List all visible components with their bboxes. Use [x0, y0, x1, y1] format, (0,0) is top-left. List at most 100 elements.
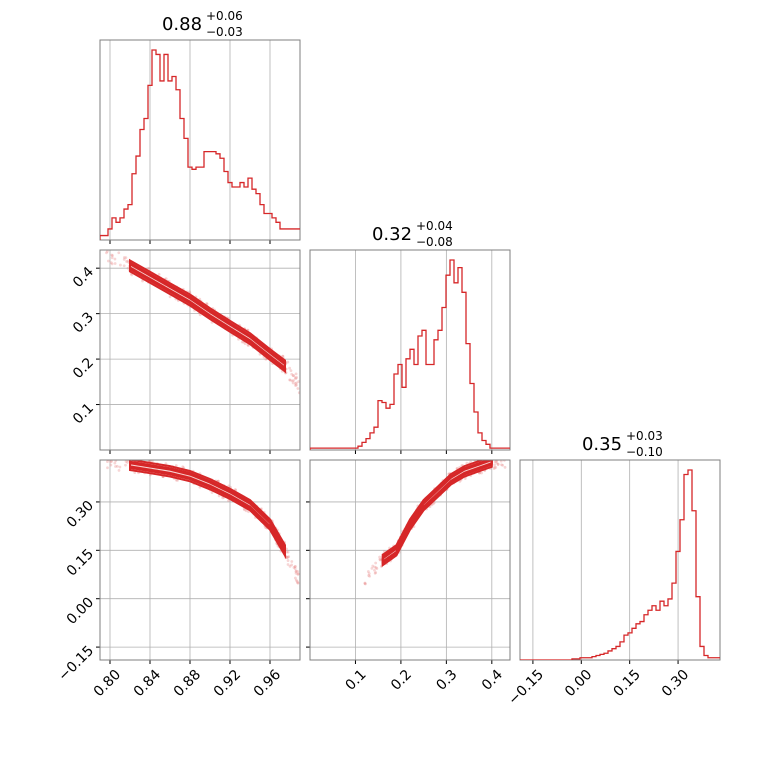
scatter-point: [181, 465, 185, 469]
scatter-point: [118, 465, 122, 469]
scatter-point: [296, 572, 300, 576]
panel-frame: [309, 459, 511, 661]
scatter-point: [368, 574, 372, 578]
scatter-point: [292, 374, 295, 377]
scatter-point: [125, 461, 129, 464]
scatter-point: [296, 570, 300, 573]
tick-label-y: 0.00: [64, 594, 97, 627]
scatter-point: [105, 251, 108, 255]
scatter-point: [133, 471, 137, 474]
scatter-point: [373, 571, 377, 575]
scatter-point: [286, 559, 290, 562]
scatter-point: [498, 456, 501, 459]
scatter-point: [115, 464, 119, 468]
scatter-point: [500, 455, 503, 458]
scatter-point: [492, 456, 495, 459]
scatter-point: [134, 457, 137, 460]
scatter-point: [296, 581, 300, 585]
scatter-point: [130, 273, 134, 277]
contour-line: [129, 460, 286, 560]
scatter-point: [106, 460, 109, 464]
scatter-point: [281, 354, 285, 358]
tick-label-y: 0.2: [70, 355, 97, 382]
tick-label-x: 0.3: [433, 667, 460, 694]
contour-line: [129, 258, 286, 374]
scatter-point: [119, 263, 122, 267]
scatter-point: [126, 259, 130, 263]
scatter-point: [227, 484, 231, 488]
panel-title-value: 0.35: [582, 434, 622, 455]
scatter-point: [290, 379, 294, 383]
panel-frame: [309, 249, 511, 451]
scatter-point: [493, 463, 497, 467]
scatter-point: [291, 374, 295, 378]
scatter-point: [110, 256, 114, 260]
scatter-point: [500, 463, 503, 467]
panel-frame: [99, 39, 301, 241]
density-panel: [105, 454, 300, 585]
scatter-point: [157, 272, 161, 276]
scatter-point: [243, 342, 247, 345]
scatter-point: [296, 572, 300, 576]
scatter-point: [295, 383, 298, 387]
scatter-point: [296, 387, 300, 390]
scatter-point: [370, 566, 374, 570]
scatter-point: [286, 360, 290, 364]
scatter-point: [297, 391, 300, 395]
scatter-point: [491, 456, 494, 459]
scatter-point: [122, 454, 125, 457]
scatter-point: [286, 555, 290, 559]
histogram-step-line: [520, 469, 720, 660]
scatter-point: [484, 456, 487, 459]
scatter-point: [221, 496, 225, 500]
scatter-point: [227, 499, 230, 502]
scatter-point: [264, 357, 268, 361]
scatter-point: [286, 550, 290, 554]
scatter-point: [495, 453, 498, 456]
scatter-point: [247, 344, 250, 347]
scatter-point: [110, 460, 114, 463]
scatter-point: [288, 378, 291, 382]
scatter-point: [106, 466, 109, 470]
tick-label-x: 0.92: [211, 667, 244, 700]
scatter-point: [479, 457, 482, 460]
tick-label-y: 0.30: [64, 498, 97, 531]
panel-title-plus: +0.03: [626, 429, 663, 443]
scatter-point: [294, 570, 298, 573]
scatter-point: [363, 582, 367, 586]
scatter-point: [174, 464, 178, 467]
scatter-point: [105, 250, 109, 253]
contour-line: [129, 262, 286, 370]
scatter-point: [110, 262, 114, 266]
scatter-point: [105, 456, 108, 459]
scatter-point: [176, 478, 179, 482]
scatter-point: [125, 260, 128, 263]
scatter-point: [496, 462, 500, 466]
scatter-point: [493, 466, 496, 469]
histogram-step-line: [310, 259, 510, 450]
scatter-point: [374, 571, 378, 574]
histogram-step-line: [100, 49, 300, 240]
density-panel: [105, 250, 300, 395]
panel-frame: [519, 459, 721, 661]
scatter-point: [141, 279, 144, 283]
scatter-point: [378, 555, 382, 559]
scatter-point: [293, 565, 297, 568]
scatter-point: [502, 453, 505, 456]
scatter-point: [126, 266, 130, 270]
scatter-point: [373, 568, 376, 572]
scatter-point: [489, 454, 492, 457]
tick-label-y: −0.15: [55, 643, 97, 685]
scatter-point: [503, 465, 507, 469]
tick-label-x: 0.15: [610, 667, 643, 700]
scatter-point: [463, 477, 467, 480]
tick-label-y: 0.4: [70, 264, 97, 291]
scatter-point: [367, 574, 371, 577]
scatter-point: [495, 461, 499, 465]
tick-label-y: 0.3: [70, 309, 97, 336]
contour-line: [129, 260, 286, 372]
scatter-point: [367, 572, 371, 575]
panel-title-plus: +0.06: [206, 9, 243, 23]
scatter-point: [147, 266, 151, 270]
